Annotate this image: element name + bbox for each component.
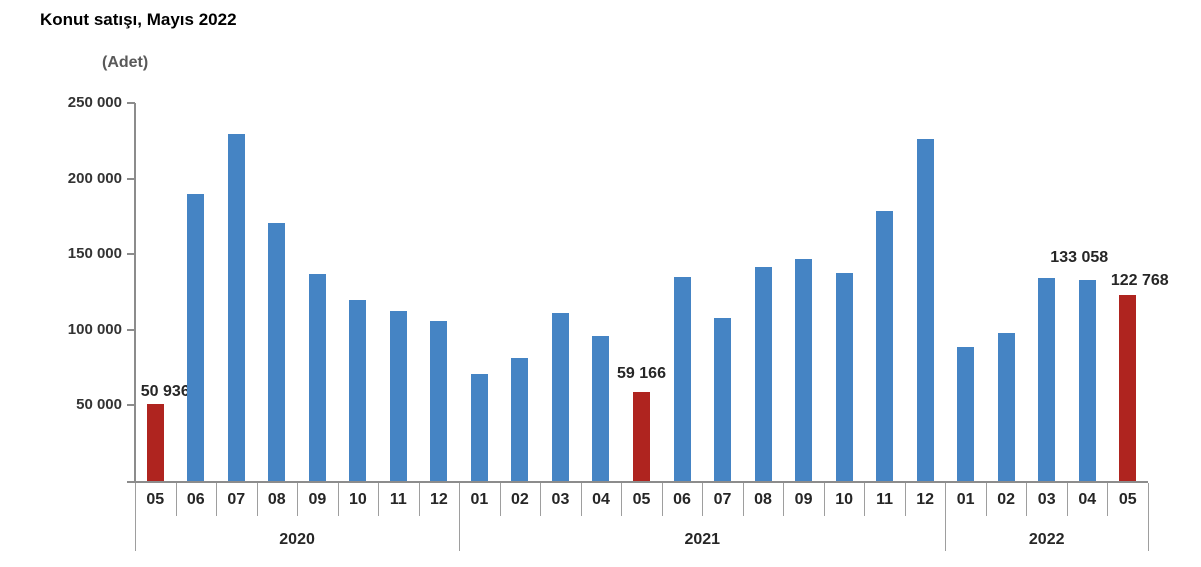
y-axis-line <box>134 103 136 481</box>
bar-2022-04 <box>1078 279 1096 481</box>
bar-2021-01 <box>470 374 488 481</box>
y-tick-label: 200 000 <box>67 169 122 187</box>
x-axis-line <box>127 481 1148 483</box>
month-label-2021-02: 02 <box>511 491 529 508</box>
chart-title: Konut satışı, Mayıs 2022 <box>40 10 237 29</box>
month-label-2021-08: 08 <box>754 491 772 508</box>
month-label-2022-01: 01 <box>956 491 975 508</box>
y-tick-mark <box>127 102 135 104</box>
bar-2021-10 <box>835 273 853 481</box>
month-label-2020-11: 11 <box>389 491 407 508</box>
month-label-2021-11: 11 <box>876 491 894 508</box>
y-tick-label: 100 000 <box>67 320 122 338</box>
bar-2020-07 <box>227 134 245 481</box>
month-label-2020-08: 08 <box>267 491 286 508</box>
year-separator <box>135 483 136 551</box>
chart-unit-label: (Adet) <box>102 54 149 71</box>
year-label-2020: 2020 <box>279 531 315 548</box>
bar-2022-03 <box>1038 278 1056 481</box>
data-label-2020-05: 50 936 <box>140 382 190 400</box>
month-label-2022-03: 03 <box>1037 491 1056 508</box>
y-tick-mark <box>127 404 135 407</box>
year-separator <box>945 483 947 551</box>
month-separator <box>904 483 906 516</box>
month-label-2022-05: 05 <box>1118 491 1137 508</box>
month-label-2020-10: 10 <box>348 491 367 508</box>
month-label-2021-06: 06 <box>673 491 691 508</box>
month-label-2020-06: 06 <box>186 491 205 508</box>
bar-2021-03 <box>551 312 569 481</box>
bar-2020-11 <box>389 310 407 481</box>
month-label-2021-01: 01 <box>470 491 489 508</box>
month-separator <box>742 483 744 516</box>
month-separator <box>621 483 623 516</box>
year-label-2022: 2022 <box>1028 531 1065 548</box>
month-separator <box>337 483 339 516</box>
month-separator <box>297 483 299 516</box>
bar-2021-12 <box>916 138 934 481</box>
bar-2022-01 <box>957 347 975 481</box>
bar-2021-08 <box>754 267 772 481</box>
y-tick-mark <box>127 253 135 256</box>
bar-2020-10 <box>349 300 367 481</box>
bar-2020-05 <box>146 403 164 481</box>
bar-2020-06 <box>187 193 205 481</box>
month-separator <box>418 483 420 516</box>
month-separator <box>783 483 785 516</box>
data-label-2022-05: 122 768 <box>1110 272 1169 290</box>
month-label-2020-05: 05 <box>146 491 165 508</box>
y-tick-mark <box>127 328 135 331</box>
bar-2021-11 <box>876 210 894 481</box>
month-separator <box>985 483 987 516</box>
month-separator <box>175 483 177 516</box>
month-separator <box>1066 483 1068 516</box>
bar-2020-09 <box>308 274 326 481</box>
month-separator <box>540 483 542 516</box>
month-label-2021-10: 10 <box>835 491 853 508</box>
data-label-2022-04: 133 058 <box>1050 248 1109 266</box>
month-separator <box>661 483 663 516</box>
y-tick-mark <box>127 177 135 180</box>
bar-2022-05 <box>1119 295 1137 481</box>
bar-2020-08 <box>268 223 286 481</box>
bar-2020-12 <box>430 320 448 481</box>
year-label-2021: 2021 <box>684 531 721 548</box>
bar-2022-02 <box>997 333 1015 481</box>
year-separator <box>459 483 461 551</box>
month-separator <box>216 483 218 516</box>
month-label-2021-09: 09 <box>794 491 813 508</box>
month-label-2021-07: 07 <box>713 491 732 508</box>
month-label-2021-12: 12 <box>916 491 935 508</box>
month-separator <box>1107 483 1109 516</box>
year-separator <box>1148 483 1149 551</box>
month-separator <box>378 483 380 516</box>
month-separator <box>499 483 501 516</box>
month-label-2022-02: 02 <box>997 491 1016 508</box>
month-label-2020-12: 12 <box>429 491 448 508</box>
bar-2021-07 <box>714 318 732 481</box>
bar-2021-04 <box>592 336 610 481</box>
month-label-2021-04: 04 <box>592 491 610 508</box>
month-separator <box>823 483 825 516</box>
bar-2021-09 <box>795 258 813 481</box>
month-label-2022-04: 04 <box>1078 491 1097 508</box>
y-tick-label: 250 000 <box>67 94 122 111</box>
bar-2021-06 <box>673 277 691 481</box>
month-separator <box>580 483 582 516</box>
month-label-2021-03: 03 <box>551 491 570 508</box>
month-separator <box>864 483 866 516</box>
data-label-2021-05: 59 166 <box>617 364 666 382</box>
month-label-2020-07: 07 <box>227 491 246 508</box>
month-label-2021-05: 05 <box>632 491 651 508</box>
y-tick-label: 150 000 <box>67 245 122 263</box>
month-separator <box>702 483 704 516</box>
bar-2021-02 <box>511 358 529 481</box>
month-label-2020-09: 09 <box>308 491 327 508</box>
bar-2021-05 <box>633 391 650 481</box>
month-separator <box>256 483 258 516</box>
month-separator <box>1026 483 1028 516</box>
y-tick-label: 50 000 <box>76 396 122 414</box>
